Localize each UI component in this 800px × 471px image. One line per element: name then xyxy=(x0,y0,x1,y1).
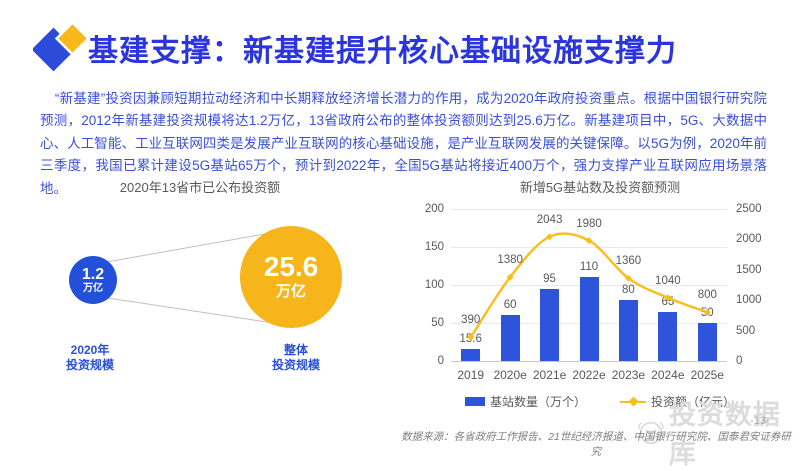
5g-forecast-combo-chart: 新增5G基站数及投资额预测 0 50 100 150 200 0 500 1000 1500 20… xyxy=(415,177,785,413)
left-axis-tick: 200 xyxy=(424,203,444,215)
x-axis-label: 2019 xyxy=(457,368,485,382)
x-axis-label: 2022e xyxy=(572,368,606,382)
right-axis-tick: 500 xyxy=(736,324,756,337)
investment-bubble-chart: 2020年13省市已公布投资额 1.2 万亿 25.6 万亿 2020年 投资规… xyxy=(35,177,365,382)
right-axis-tick: 1000 xyxy=(736,294,762,307)
data-source: 数据来源：各省政府工作报告、21世纪经济报道、中国银行研究院、国泰君安证券研究 xyxy=(401,431,791,458)
body-paragraph: “新基建”投资因兼顾短期拉动经济和中长期释放经济增长潜力的作用，成为2020年政… xyxy=(40,91,767,196)
double-diamond-icon xyxy=(33,20,87,72)
bar-value-label: 50 xyxy=(700,307,714,319)
bubble-total-investment: 25.6 万亿 xyxy=(240,226,342,328)
right-axis-tick: 1500 xyxy=(736,263,762,276)
line-value-label: 1360 xyxy=(615,255,642,268)
right-axis-tick: 2500 xyxy=(736,203,762,215)
left-axis-tick: 50 xyxy=(431,317,444,329)
bar xyxy=(618,300,638,361)
bar xyxy=(540,288,560,361)
bar-swatch-icon xyxy=(464,397,485,406)
right-chart-title: 新增5G基站数及投资额预测 xyxy=(519,180,681,195)
chart-legend: 基站数量（万个） 投资额（亿元） xyxy=(415,393,785,410)
grid-line xyxy=(451,247,727,248)
line-marker-diamond xyxy=(546,233,554,241)
line-swatch-icon xyxy=(620,396,646,407)
bar-value-label: 80 xyxy=(622,284,635,297)
x-axis-label: 2020e xyxy=(493,368,527,382)
bubble-2020-investment: 1.2 万亿 xyxy=(69,256,117,304)
bubble-value: 25.6 xyxy=(263,251,319,282)
left-axis-tick: 0 xyxy=(437,355,444,367)
bubble-unit: 万亿 xyxy=(83,282,103,294)
bar-value-label: 60 xyxy=(503,299,517,312)
bar xyxy=(500,315,520,361)
page-title: 基建支撑：新基建提升核心基础设施支撑力 xyxy=(88,35,677,68)
bubble-unit: 万亿 xyxy=(275,283,306,300)
x-axis-label: 2025e xyxy=(690,368,724,382)
grid-line xyxy=(451,209,727,210)
bar xyxy=(461,349,481,361)
right-axis-tick: 2000 xyxy=(736,233,762,246)
line-value-label: 1040 xyxy=(655,274,681,287)
legend-item-line: 投资额（亿元） xyxy=(620,393,735,410)
left-axis-tick: 100 xyxy=(424,279,444,291)
bubble-value: 1.2 xyxy=(81,265,105,283)
line-value-label: 800 xyxy=(697,289,717,302)
line-marker-diamond xyxy=(624,274,632,282)
left-chart-title: 2020年13省市已公布投资额 xyxy=(119,180,281,195)
bar-value-label: 110 xyxy=(579,261,599,274)
x-axis-label: 2021e xyxy=(532,368,567,382)
bar-value-label: 65 xyxy=(661,295,675,308)
bar xyxy=(579,277,599,361)
line-value-label: 1380 xyxy=(497,254,523,267)
line-marker-diamond xyxy=(585,237,593,245)
legend-item-bars: 基站数量（万个） xyxy=(464,393,586,410)
bar xyxy=(658,311,678,361)
slide: 基建支撑：新基建提升核心基础设施支撑力 “新基建”投资因兼顾短期拉动经济和中长期… xyxy=(33,20,791,469)
smiley-face-icon xyxy=(638,421,664,445)
line-value-label: 1980 xyxy=(576,217,602,230)
line-value-label: 2043 xyxy=(536,213,563,226)
right-axis-tick: 0 xyxy=(736,355,743,367)
x-axis-label: 2023e xyxy=(611,368,646,382)
bar-value-label: 95 xyxy=(543,272,556,285)
x-axis-label: 2024e xyxy=(651,368,685,382)
bubble-label-total: 整体 投资规模 xyxy=(271,343,320,372)
page-number: -13- xyxy=(750,415,770,427)
bubble-label-2020: 2020年 投资规模 xyxy=(65,343,114,372)
line-marker-diamond xyxy=(506,273,514,281)
left-axis-tick: 150 xyxy=(424,241,444,253)
x-axis-line xyxy=(451,361,727,362)
bar xyxy=(697,323,717,361)
line-value-label: 390 xyxy=(461,314,481,327)
bar-value-label: 15.6 xyxy=(459,333,482,346)
